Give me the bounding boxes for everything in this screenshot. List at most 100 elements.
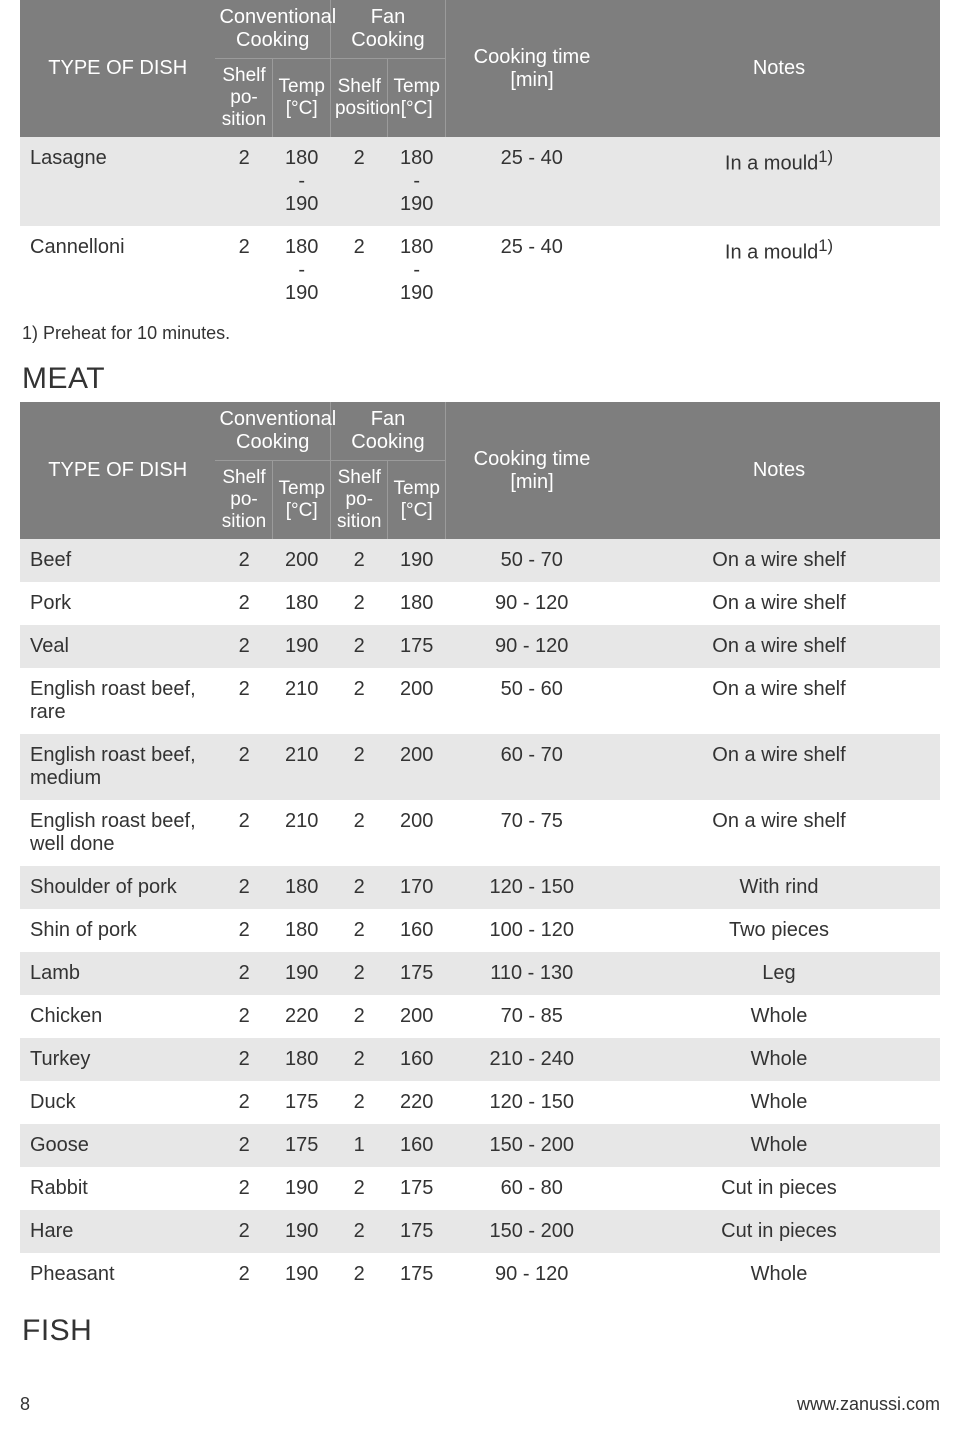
cell-notes: Whole [618,1124,940,1167]
cell-fan-shelf: 2 [330,800,388,866]
cell-fan-temp: 180 [388,582,446,625]
cell-time: 90 - 120 [445,1253,618,1296]
hdr-conv-shelf: Shelf po- sition [215,59,273,138]
cell-conv-shelf: 2 [215,1253,273,1296]
cell-conv-shelf: 2 [215,582,273,625]
table-row: Rabbit2190217560 - 80Cut in pieces [20,1167,940,1210]
cell-conv-temp: 180 - 190 [273,226,331,315]
cell-conv-shelf: 2 [215,800,273,866]
hdr-fan-cooking: Fan Cooking [330,402,445,461]
cell-conv-temp: 190 [273,1210,331,1253]
cell-time: 90 - 120 [445,625,618,668]
cell-time: 60 - 70 [445,734,618,800]
cell-conv-temp: 190 [273,1167,331,1210]
cell-conv-shelf: 2 [215,539,273,582]
cell-conv-temp: 200 [273,539,331,582]
cell-fan-shelf: 1 [330,1124,388,1167]
cell-conv-temp: 180 [273,866,331,909]
cell-conv-shelf: 2 [215,995,273,1038]
cell-time: 70 - 75 [445,800,618,866]
footnote-ref: 1) [818,147,833,166]
cell-time: 50 - 60 [445,668,618,734]
cell-fan-shelf: 2 [330,1081,388,1124]
cell-conv-shelf: 2 [215,734,273,800]
hdr-type-of-dish: TYPE OF DISH [20,0,215,137]
cell-time: 60 - 80 [445,1167,618,1210]
cell-dish: Lamb [20,952,215,995]
hdr-fan-shelf: Shelf po- sition [330,461,388,540]
cell-fan-shelf: 2 [330,226,388,315]
cell-dish: Lasagne [20,137,215,226]
cell-fan-temp: 175 [388,625,446,668]
cell-time: 150 - 200 [445,1210,618,1253]
table-row: Turkey21802160210 - 240Whole [20,1038,940,1081]
cell-dish: English roast beef, rare [20,668,215,734]
cell-time: 50 - 70 [445,539,618,582]
table-row: Pheasant2190217590 - 120Whole [20,1253,940,1296]
cell-fan-shelf: 2 [330,734,388,800]
cell-conv-temp: 210 [273,734,331,800]
table-meat: TYPE OF DISH Conventional Cooking Fan Co… [20,402,940,1296]
cell-conv-temp: 180 [273,909,331,952]
cell-conv-shelf: 2 [215,137,273,226]
cell-notes: On a wire shelf [618,668,940,734]
cell-dish: Shin of pork [20,909,215,952]
hdr-fan-cooking: Fan Cooking [330,0,445,59]
cell-notes: On a wire shelf [618,582,940,625]
cell-time: 120 - 150 [445,866,618,909]
cell-conv-temp: 210 [273,800,331,866]
cell-fan-shelf: 2 [330,866,388,909]
cell-dish: Duck [20,1081,215,1124]
cell-conv-shelf: 2 [215,625,273,668]
hdr-fan-temp: Temp [°C] [388,461,446,540]
cell-fan-temp: 200 [388,734,446,800]
page-number: 8 [20,1394,30,1415]
cell-dish: Veal [20,625,215,668]
cell-fan-temp: 170 [388,866,446,909]
cell-notes: In a mould1) [618,226,940,315]
cell-conv-temp: 220 [273,995,331,1038]
table-row: Duck21752220120 - 150Whole [20,1081,940,1124]
cell-fan-shelf: 2 [330,1167,388,1210]
cell-fan-temp: 175 [388,1210,446,1253]
cell-conv-temp: 190 [273,952,331,995]
cell-fan-temp: 160 [388,909,446,952]
cell-conv-shelf: 2 [215,1124,273,1167]
cell-conv-shelf: 2 [215,909,273,952]
footer-url: www.zanussi.com [797,1394,940,1415]
table-row: Lamb21902175110 - 130Leg [20,952,940,995]
table-row: English roast beef, well done2210220070 … [20,800,940,866]
footnote-preheat: 1) Preheat for 10 minutes. [20,315,940,344]
table-row: English roast beef, medium2210220060 - 7… [20,734,940,800]
cell-fan-shelf: 2 [330,1253,388,1296]
cell-notes: Cut in pieces [618,1167,940,1210]
hdr-conv-cooking: Conventional Cooking [215,402,330,461]
cell-dish: Rabbit [20,1167,215,1210]
table-row: English roast beef, rare2210220050 - 60O… [20,668,940,734]
cell-dish: English roast beef, well done [20,800,215,866]
cell-time: 100 - 120 [445,909,618,952]
cell-dish: Beef [20,539,215,582]
hdr-notes: Notes [618,0,940,137]
cell-fan-shelf: 2 [330,1038,388,1081]
table-row: Beef2200219050 - 70On a wire shelf [20,539,940,582]
cell-conv-temp: 180 [273,582,331,625]
cell-notes: Two pieces [618,909,940,952]
table-row: Lasagne2180 - 1902180 - 19025 - 40In a m… [20,137,940,226]
cell-time: 25 - 40 [445,137,618,226]
cell-notes: Whole [618,1253,940,1296]
cell-fan-temp: 175 [388,1253,446,1296]
cell-fan-temp: 175 [388,952,446,995]
hdr-fan-shelf: Shelf position [330,59,388,138]
cell-conv-shelf: 2 [215,668,273,734]
table-pasta: TYPE OF DISH Conventional Cooking Fan Co… [20,0,940,315]
section-heading-fish: FISH [20,1296,940,1354]
cell-fan-shelf: 2 [330,668,388,734]
cell-time: 90 - 120 [445,582,618,625]
cell-fan-temp: 160 [388,1038,446,1081]
cell-conv-temp: 190 [273,1253,331,1296]
cell-time: 110 - 130 [445,952,618,995]
cell-notes: Whole [618,1081,940,1124]
cell-fan-shelf: 2 [330,539,388,582]
table-row: Chicken2220220070 - 85Whole [20,995,940,1038]
